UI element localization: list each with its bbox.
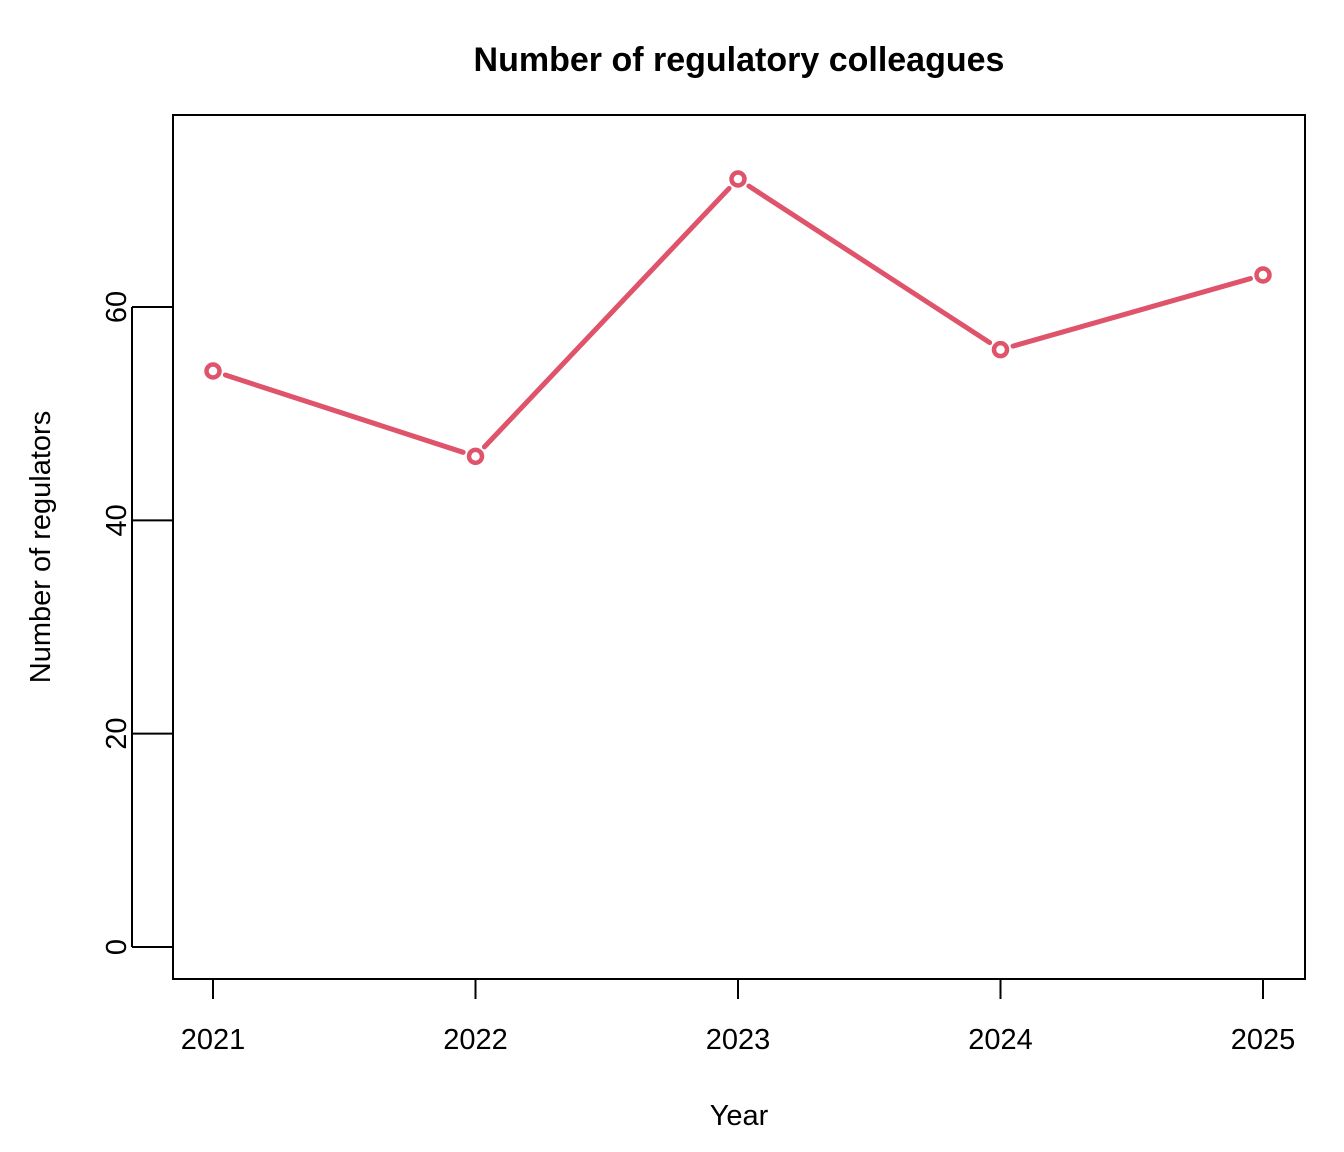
series-line-segment [746,183,993,346]
chart-title: Number of regulatory colleagues [474,41,1005,79]
x-tick-label: 2025 [1231,1024,1296,1056]
y-tick-label: 60 [101,291,133,323]
data-point [729,170,747,188]
data-point [466,447,485,466]
data-point [1254,266,1272,284]
x-tick-label: 2023 [706,1024,771,1056]
x-axis-label: Year [710,1100,769,1132]
data-point [991,340,1010,359]
series-line-segment [1010,276,1253,349]
series-line-segment [481,185,732,450]
y-tick-label: 0 [101,939,133,955]
x-tick-label: 2021 [181,1024,246,1056]
x-tick-label: 2024 [968,1024,1033,1056]
y-axis: 0 20 40 60 [101,291,173,955]
x-tick-label: 2022 [443,1024,508,1056]
y-tick-label: 20 [101,718,133,750]
plot-area-frame [172,114,1306,980]
data-point [204,362,222,380]
series-line-segment [222,372,466,455]
x-axis: 2021 2022 2023 2024 2025 [181,978,1296,1056]
y-axis-label: Number of regulators [25,411,57,683]
y-tick-label: 40 [101,504,133,536]
series-layer [204,170,1272,466]
